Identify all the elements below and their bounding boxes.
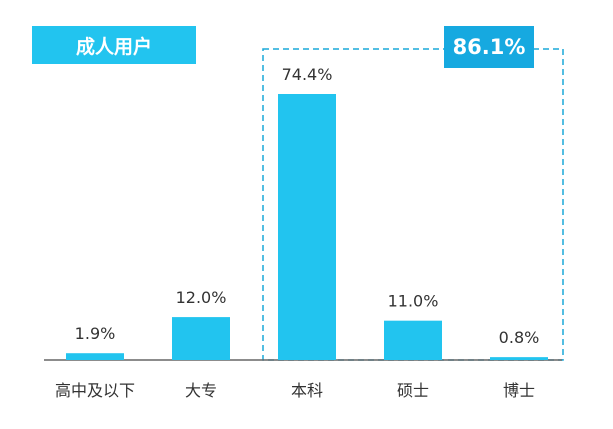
x-tick-label-1: 大专 — [185, 381, 217, 400]
x-tick-label-3: 硕士 — [397, 381, 429, 400]
bar-3 — [384, 320, 442, 360]
x-tick-label-4: 博士 — [503, 381, 535, 400]
data-label-3: 11.0% — [388, 292, 439, 311]
bars-group — [66, 94, 548, 360]
x-tick-labels-group: 高中及以下 大专 本科 硕士 博士 — [55, 381, 535, 400]
highlight-badge: 86.1% — [444, 26, 534, 68]
bar-1 — [172, 317, 230, 360]
bar-4 — [490, 357, 548, 360]
bar-2 — [278, 94, 336, 360]
chart-title-badge: 成人用户 — [32, 26, 196, 64]
data-label-4: 0.8% — [499, 328, 540, 347]
data-label-2: 74.4% — [282, 65, 333, 84]
x-tick-label-2: 本科 — [291, 381, 323, 400]
data-label-0: 1.9% — [75, 324, 116, 343]
bar-0 — [66, 353, 124, 360]
x-tick-label-0: 高中及以下 — [55, 381, 135, 400]
data-label-1: 12.0% — [176, 288, 227, 307]
data-labels-group: 1.9% 12.0% 74.4% 11.0% 0.8% — [75, 65, 540, 347]
